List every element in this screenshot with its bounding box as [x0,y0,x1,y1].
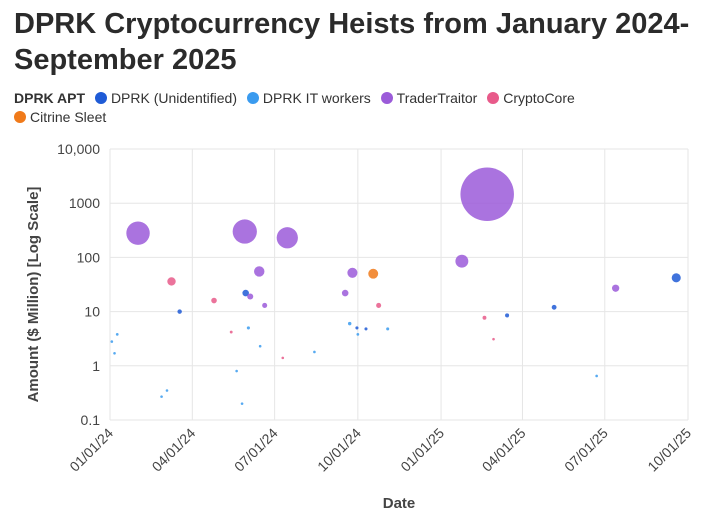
data-point-citrine-sleet [368,268,379,279]
data-point-cryptocore [229,330,233,334]
data-point-tradertraitor [126,221,150,245]
data-point-dprk-it-workers [386,327,390,331]
data-point-dprk-it-workers [115,333,119,336]
x-tick-label: 10/01/24 [314,425,364,475]
legend-item-cryptocore[interactable]: CryptoCore [487,89,575,108]
data-point-tradertraitor [262,302,268,308]
x-tick-label: 07/01/24 [231,425,281,475]
data-point-cryptocore [482,315,487,320]
data-point-dprk-unidentified [671,273,681,283]
data-point-tradertraitor [455,254,469,268]
data-point-tradertraitor [232,219,257,244]
data-point-dprk-it-workers [356,333,360,336]
data-point-tradertraitor [247,293,254,300]
y-tick-label: 10 [84,304,100,320]
y-tick-label: 100 [77,249,101,265]
legend-item-dprk-it-workers[interactable]: DPRK IT workers [246,89,371,108]
data-point-tradertraitor [341,289,349,297]
y-tick-label: 1 [92,358,100,374]
y-tick-label: 10,000 [57,141,100,157]
data-point-cryptocore [492,337,495,341]
legend-item-tradertraitor[interactable]: TraderTraitor [380,89,478,108]
data-point-tradertraitor [460,167,514,222]
data-point-dprk-it-workers [347,321,352,326]
data-point-cryptocore [167,277,176,286]
data-point-dprk-it-workers [240,402,244,405]
legend-label: CryptoCore [503,90,575,106]
chart-title: DPRK Cryptocurrency Heists from January … [14,8,690,76]
data-point-dprk-it-workers [110,340,114,343]
legend-item-dprk-unidentified[interactable]: DPRK (Unidentified) [94,89,237,108]
data-point-tradertraitor [276,227,298,249]
x-tick-label: 10/01/25 [644,425,694,475]
data-point-dprk-unidentified [505,313,510,318]
data-point-tradertraitor [347,267,358,278]
legend: DPRK APT DPRK (Unidentified) DPRK IT wor… [14,89,654,127]
data-point-dprk-it-workers [313,350,316,354]
legend-dot-icon [487,92,500,104]
y-axis-title: Amount ($ Million) [Log Scale] [25,187,42,403]
data-point-dprk-it-workers [235,369,238,373]
data-point-tradertraitor [254,266,265,277]
x-tick-label: 04/01/24 [149,425,199,475]
legend-label: TraderTraitor [396,90,478,106]
legend-dot-icon [14,111,26,123]
data-point-dprk-unidentified [177,309,182,314]
data-point-dprk-it-workers [113,352,116,355]
legend-dot-icon [246,92,259,104]
data-point-dprk-unidentified [242,289,249,297]
data-point-cryptocore [211,297,217,304]
legend-dot-icon [94,92,107,104]
x-axis-title: Date [383,495,416,512]
data-point-dprk-it-workers [258,344,262,348]
data-point-dprk-it-workers [160,395,163,398]
data-point-dprk-unidentified [551,304,557,310]
legend-label: DPRK (Unidentified) [110,90,237,106]
x-tick-label: 07/01/25 [561,425,611,475]
data-point-dprk-it-workers [246,326,250,330]
legend-label: Citrine Sleet [30,109,107,125]
data-point-tradertraitor [611,284,620,292]
data-point-dprk-unidentified [364,327,368,331]
legend-title: DPRK APT [14,90,86,106]
data-point-cryptocore [376,302,382,308]
x-tick-label: 01/01/25 [397,425,447,475]
x-tick-label: 04/01/25 [479,425,529,475]
y-tick-label: 1000 [69,195,100,211]
data-point-dprk-it-workers [595,374,598,378]
legend-label: DPRK IT workers [262,90,371,106]
legend-dot-icon [380,92,393,104]
y-tick-label: 0.1 [81,412,101,428]
data-point-cryptocore [281,356,285,360]
data-point-dprk-unidentified [355,326,359,330]
data-point-dprk-it-workers [165,389,169,392]
x-tick-label: 01/01/24 [66,425,116,475]
legend-item-citrine-sleet[interactable]: Citrine Sleet [14,108,106,127]
